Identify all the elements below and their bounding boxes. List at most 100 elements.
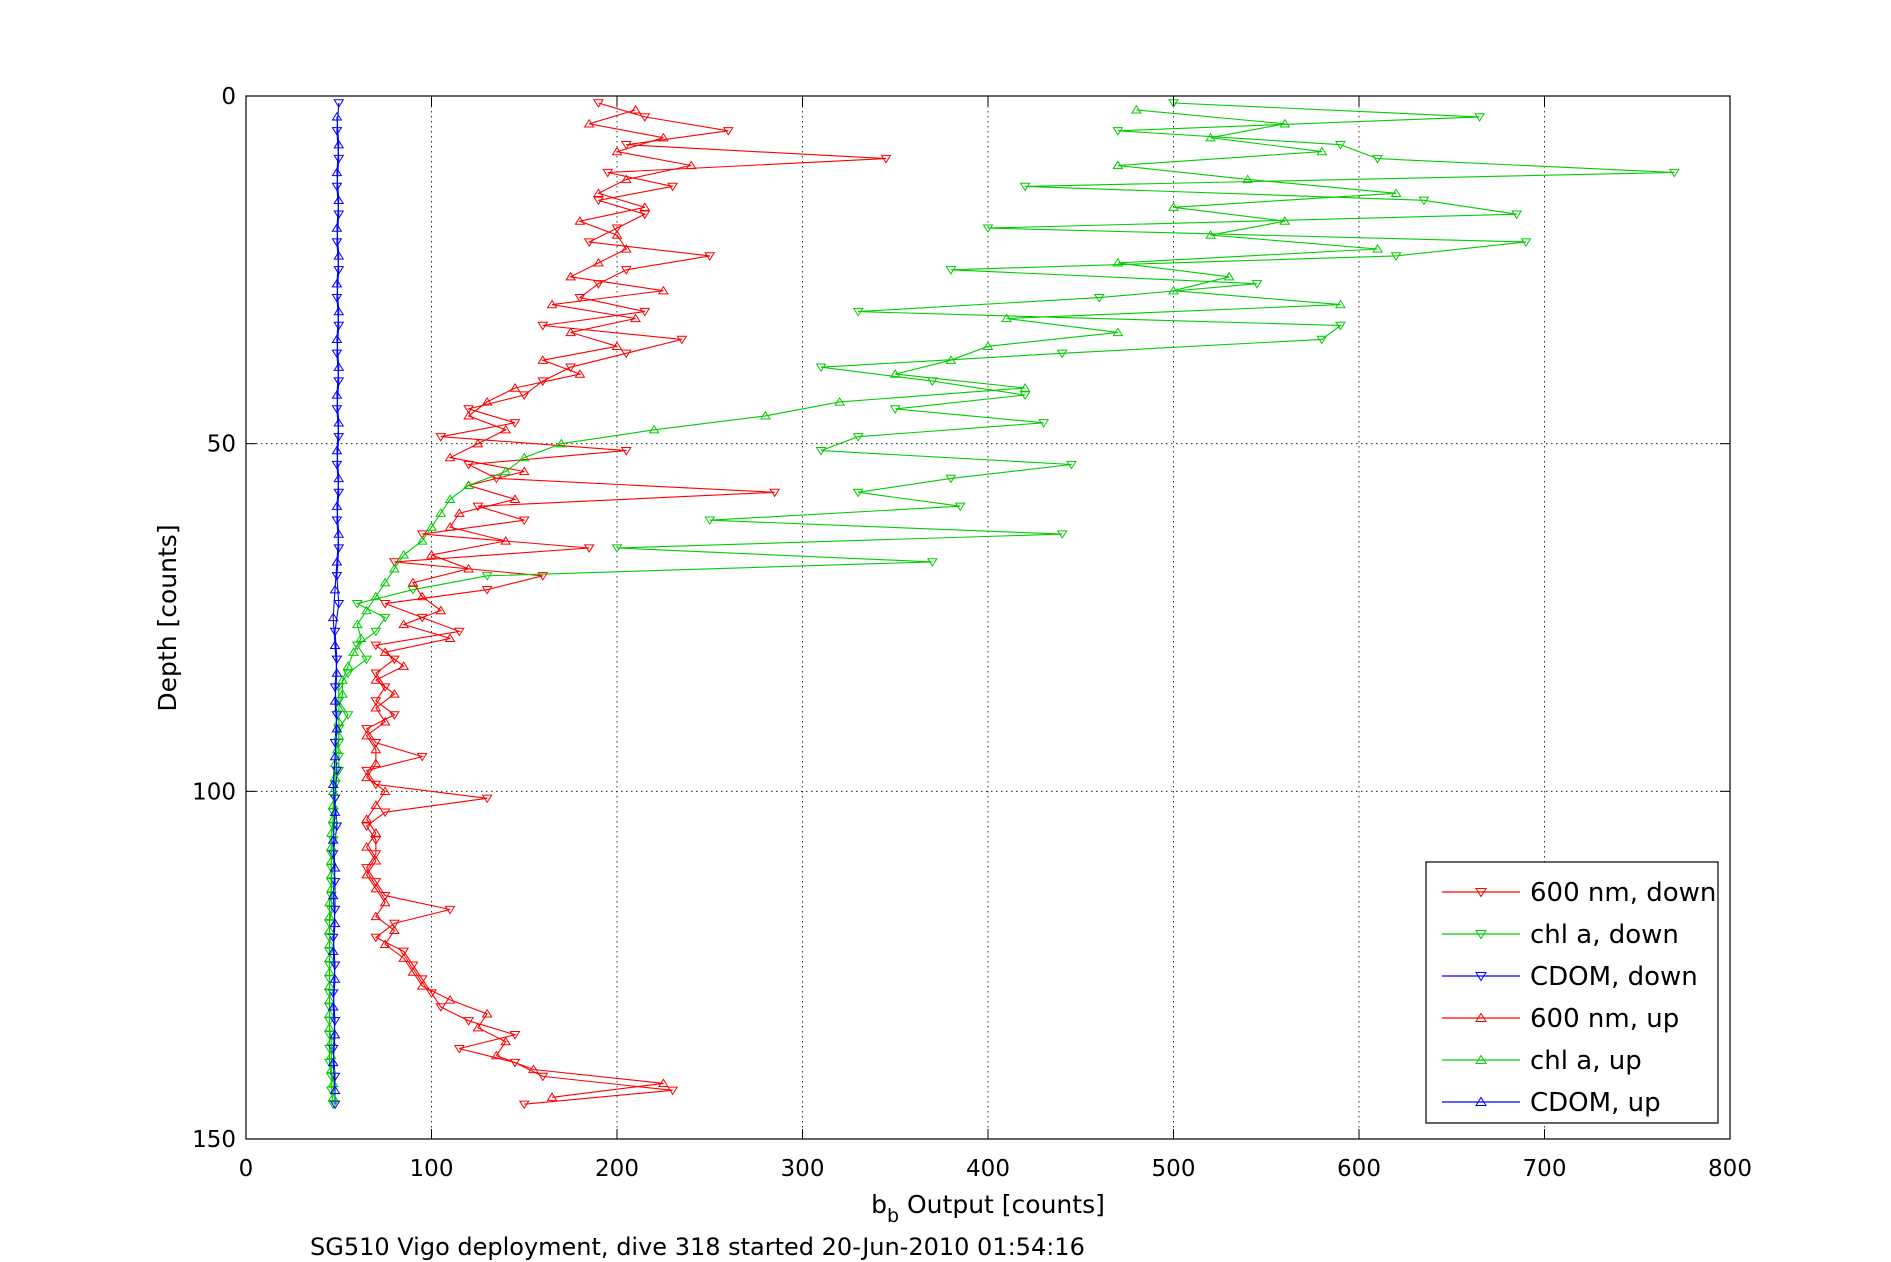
data-point: [407, 577, 419, 587]
data-point: [1335, 299, 1346, 309]
data-point: [370, 855, 382, 865]
data-point: [593, 196, 604, 206]
data-point: [500, 424, 512, 434]
data-point: [361, 655, 372, 665]
data-point: [324, 981, 335, 990]
data-point: [1019, 391, 1031, 400]
data-point: [769, 488, 781, 498]
data-point: [407, 961, 419, 971]
data-point: [325, 1036, 337, 1046]
data-point: [379, 897, 391, 907]
data-point: [331, 556, 343, 566]
data-point: [333, 473, 345, 483]
data-point: [1372, 154, 1383, 164]
data-point: [327, 933, 339, 943]
data-point: [704, 516, 716, 526]
axis-ticks: 0 100 200 300 400 500 600 700 800 0 50 100 150: [192, 84, 1752, 1182]
data-point: [435, 605, 447, 615]
data-point: [1019, 182, 1031, 192]
data-point: [370, 828, 382, 837]
data-point: [463, 410, 475, 420]
data-point: [331, 293, 343, 303]
data-point: [416, 530, 428, 540]
data-point: [351, 599, 363, 609]
data-point: [342, 661, 354, 670]
data-point: [331, 167, 343, 177]
data-point: [945, 474, 957, 484]
data-point: [815, 363, 827, 373]
data-point: [370, 702, 382, 712]
data-point: [453, 508, 465, 517]
data-point: [361, 822, 372, 832]
data-point: [370, 878, 382, 887]
data-point: [388, 925, 400, 935]
data-point: [1474, 113, 1485, 122]
data-point: [453, 1044, 465, 1054]
data-point: [593, 188, 604, 197]
data-point: [583, 238, 595, 248]
data-point: [333, 599, 345, 609]
data-point: [333, 544, 345, 553]
data-point: [444, 905, 456, 915]
data-point: [889, 369, 901, 378]
x-tick-label: 700: [1523, 1156, 1567, 1182]
data-point: [327, 989, 339, 998]
data-point: [620, 446, 632, 456]
data-point: [453, 627, 465, 637]
data-point: [329, 918, 341, 928]
data-point: [398, 619, 410, 629]
data-point: [722, 127, 734, 136]
data-point: [331, 822, 343, 832]
data-point: [331, 655, 343, 665]
data-point: [379, 808, 391, 818]
data-point: [982, 341, 994, 350]
y-axis-title: Depth [counts]: [153, 524, 182, 711]
data-point: [333, 702, 345, 712]
data-point: [355, 633, 367, 643]
data-point: [370, 744, 382, 754]
data-point: [329, 683, 341, 693]
data-point: [327, 1078, 339, 1088]
data-point: [327, 1092, 339, 1101]
data-point: [1038, 419, 1050, 428]
data-point: [657, 132, 669, 142]
data-point: [333, 99, 345, 108]
data-point: [463, 563, 475, 573]
data-point: [331, 334, 343, 344]
x-axis-title-subscript: b: [887, 1205, 899, 1227]
data-point: [1279, 118, 1291, 128]
series-4: [324, 104, 1402, 1101]
data-point: [620, 141, 632, 150]
data-point: [1279, 216, 1291, 225]
data-point: [337, 688, 348, 698]
data-point: [444, 452, 456, 462]
data-point: [639, 202, 651, 211]
data-point: [331, 111, 343, 121]
data-point: [329, 878, 341, 887]
data-point: [1019, 383, 1031, 392]
data-point: [379, 939, 391, 948]
data-point: [329, 1017, 341, 1026]
data-point: [370, 883, 382, 893]
data-point: [333, 488, 345, 498]
data-point: [370, 697, 382, 706]
y-tick-label: 0: [221, 84, 236, 110]
series-line: [328, 109, 1397, 1098]
data-point: [620, 174, 632, 184]
data-point: [324, 1022, 335, 1032]
y-tick-label: 150: [192, 1127, 236, 1153]
data-point: [331, 572, 343, 581]
data-point: [667, 182, 679, 192]
data-point: [593, 99, 604, 108]
x-tick-label: 200: [595, 1156, 639, 1182]
data-point: [472, 1022, 484, 1032]
data-point: [759, 410, 771, 420]
data-point: [342, 669, 354, 679]
data-point: [537, 572, 549, 581]
data-point: [370, 627, 382, 637]
legend-marker: [1475, 972, 1487, 982]
data-point: [370, 800, 382, 809]
data-point: [329, 758, 341, 768]
data-point: [1520, 238, 1532, 248]
data-point: [1056, 530, 1068, 540]
